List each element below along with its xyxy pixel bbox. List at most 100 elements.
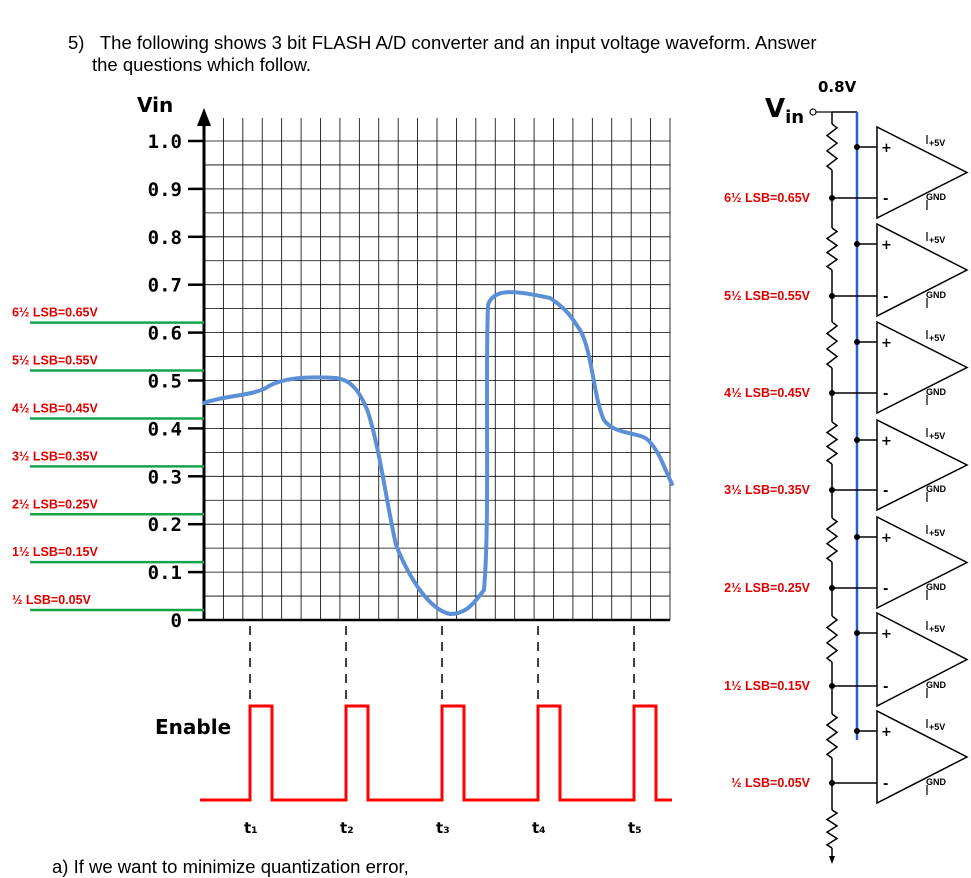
y-axis-label: Vin bbox=[137, 93, 173, 117]
supply-label: +5V bbox=[929, 624, 945, 634]
tap-node bbox=[829, 780, 835, 786]
ladder-tap-label: 6½ LSB=0.65V bbox=[724, 191, 810, 205]
tap-node bbox=[829, 585, 835, 591]
ground-label: GND bbox=[926, 582, 947, 592]
threshold-label: 3½ LSB=0.35V bbox=[12, 449, 98, 463]
ground-label: GND bbox=[926, 777, 947, 787]
sample-time-label: t₄ bbox=[532, 819, 546, 837]
resistor bbox=[825, 321, 839, 369]
y-tick-label: 0.9 bbox=[148, 179, 182, 201]
supply-label: +5V bbox=[929, 333, 945, 343]
threshold-label: ½ LSB=0.05V bbox=[12, 593, 92, 607]
plus-sign: + bbox=[881, 141, 892, 156]
sample-time-label: t₅ bbox=[628, 819, 642, 837]
sample-time-label: t₃ bbox=[436, 819, 450, 837]
ground-label: GND bbox=[926, 680, 947, 690]
vin-terminal bbox=[809, 108, 817, 116]
ladder-tap-label: 3½ LSB=0.35V bbox=[724, 483, 810, 497]
supply-label: +5V bbox=[929, 431, 945, 441]
y-tick-label: 0.1 bbox=[148, 562, 182, 584]
enable-label: Enable bbox=[155, 715, 231, 739]
tap-node bbox=[829, 683, 835, 689]
plus-sign: + bbox=[881, 627, 892, 642]
plus-sign: + bbox=[881, 531, 892, 546]
y-tick-label: 0.2 bbox=[148, 514, 182, 536]
minus-sign: - bbox=[883, 387, 888, 402]
threshold-label: 6½ LSB=0.65V bbox=[12, 306, 98, 320]
threshold-label: 4½ LSB=0.45V bbox=[12, 401, 98, 415]
question-line-1: The following shows 3 bit FLASH A/D conv… bbox=[99, 32, 817, 53]
resistor bbox=[825, 421, 839, 465]
threshold-label: 2½ LSB=0.25V bbox=[12, 497, 98, 511]
comparator bbox=[876, 611, 969, 708]
comparator bbox=[876, 222, 969, 318]
y-axis-arrow bbox=[197, 108, 211, 126]
threshold-label: 5½ LSB=0.55V bbox=[12, 354, 98, 368]
ground-arrow bbox=[829, 856, 835, 864]
comparator bbox=[876, 125, 969, 220]
tap-node bbox=[829, 390, 835, 396]
plus-sign: + bbox=[881, 238, 892, 253]
bus-node bbox=[854, 728, 860, 734]
threshold-label: 1½ LSB=0.15V bbox=[12, 545, 98, 559]
resistor bbox=[825, 517, 839, 563]
resistor bbox=[825, 227, 839, 271]
supply-label: +5V bbox=[929, 138, 945, 148]
input-waveform bbox=[202, 290, 674, 616]
waveform-axes: Vin 1.0 0.9 0.8 0.7 0.6 0.5 0.4 0.3 0.2 0.1 0 bbox=[137, 93, 670, 632]
flash-converter: Vin 0.8V 6½ LSB=0.65V + - +5V GND 5½ LSB=0.55V +… bbox=[724, 78, 969, 864]
bus-node bbox=[854, 241, 860, 247]
supply-label: +5V bbox=[929, 235, 945, 245]
ladder-tap-label: ½ LSB=0.05V bbox=[731, 776, 811, 790]
minus-sign: - bbox=[883, 582, 888, 597]
y-tick-label: 0.4 bbox=[148, 418, 182, 440]
vin-label: Vin bbox=[765, 94, 804, 128]
comparator bbox=[876, 320, 969, 415]
resistor bbox=[825, 809, 839, 849]
ladder-tap-label: 2½ LSB=0.25V bbox=[724, 581, 810, 595]
sample-time-label: t₂ bbox=[340, 819, 354, 837]
ladder-tap-label: 1½ LSB=0.15V bbox=[724, 679, 810, 693]
sample-time-labels: t₁ t₂ t₃ t₄ t₅ bbox=[244, 819, 642, 837]
bus-node bbox=[854, 630, 860, 636]
question-text: 5) The following shows 3 bit FLASH A/D c… bbox=[68, 32, 817, 76]
plus-sign: + bbox=[881, 434, 892, 449]
bus-node bbox=[854, 534, 860, 540]
ground-label: GND bbox=[926, 290, 947, 300]
y-tick-label: 0.5 bbox=[148, 371, 182, 393]
ladder-tap-label: 5½ LSB=0.55V bbox=[724, 289, 810, 303]
question-number: 5) bbox=[68, 32, 85, 53]
bus-node bbox=[854, 339, 860, 345]
ground-label: GND bbox=[926, 192, 947, 202]
minus-sign: - bbox=[883, 192, 888, 207]
ground-label: GND bbox=[926, 484, 947, 494]
enable-pulse-train bbox=[200, 704, 672, 802]
ladder-tap-label: 4½ LSB=0.45V bbox=[724, 386, 810, 400]
tap-node bbox=[829, 293, 835, 299]
comparator bbox=[876, 709, 969, 805]
bus-node bbox=[854, 144, 860, 150]
minus-sign: - bbox=[883, 484, 888, 499]
supply-label: +5V bbox=[929, 528, 945, 538]
ground-label: GND bbox=[926, 387, 947, 397]
bus-node bbox=[854, 437, 860, 443]
sample-time-label: t₁ bbox=[244, 819, 258, 837]
resistor bbox=[825, 123, 839, 171]
minus-sign: - bbox=[883, 290, 888, 305]
y-tick-label: 0.6 bbox=[148, 323, 182, 345]
resistor bbox=[825, 615, 839, 663]
plus-sign: + bbox=[881, 336, 892, 351]
threshold-lines: 6½ LSB=0.65V 5½ LSB=0.55V 4½ LSB=0.45V 3½ L… bbox=[12, 306, 204, 612]
sample-markers bbox=[249, 626, 635, 700]
minus-sign: - bbox=[883, 680, 888, 695]
y-tick-label: 0.7 bbox=[148, 275, 182, 297]
tap-node bbox=[829, 195, 835, 201]
y-tick-label: 0.3 bbox=[148, 466, 182, 488]
tap-node bbox=[829, 487, 835, 493]
y-tick-label: 0.8 bbox=[148, 227, 182, 249]
question-line-2: the questions which follow. bbox=[92, 54, 312, 75]
reference-label: 0.8V bbox=[818, 78, 857, 96]
supply-label: +5V bbox=[929, 722, 945, 732]
y-tick-label: 0 bbox=[171, 610, 182, 632]
